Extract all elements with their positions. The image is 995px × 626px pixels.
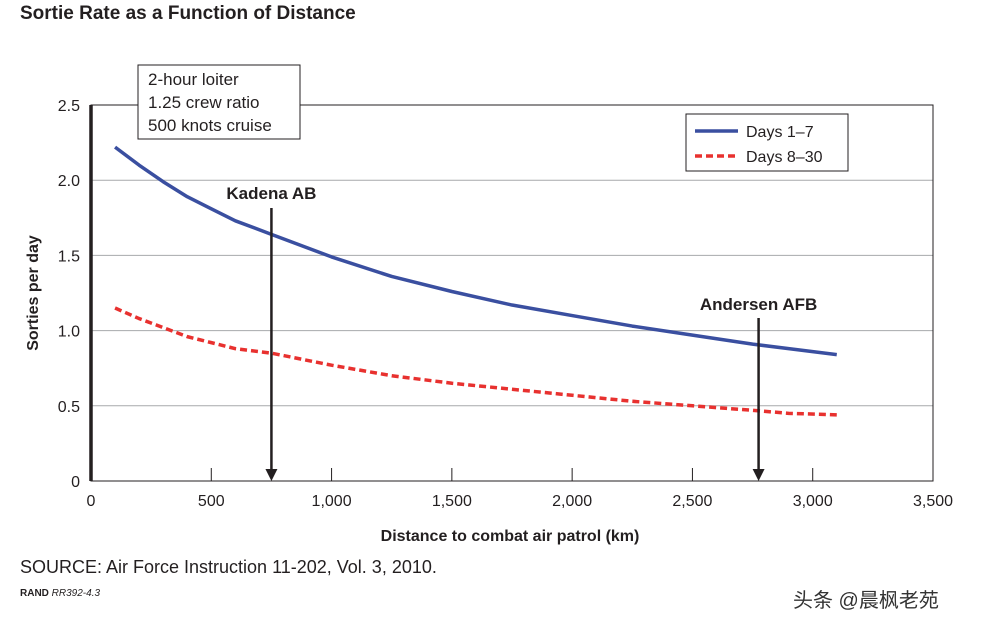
- y-tick-label: 1.5: [58, 248, 80, 265]
- annotation-label: Andersen AFB: [700, 295, 817, 314]
- figure-org: RAND: [20, 588, 49, 599]
- plot-frame: [89, 104, 934, 482]
- x-tick-label: 2,500: [672, 493, 712, 510]
- series-lines: [114, 145, 837, 417]
- x-tick-label: 500: [198, 493, 225, 510]
- info-box-line: 1.25 crew ratio: [148, 93, 260, 112]
- info-box: 2-hour loiter 1.25 crew ratio 500 knots cr…: [137, 64, 301, 140]
- x-tick-label: 3,000: [793, 493, 833, 510]
- series-line-days-8-30: [114, 306, 837, 417]
- source-note: SOURCE: Air Force Instruction 11-202, Vo…: [20, 557, 437, 577]
- annotations: Kadena AB Andersen AFB: [226, 184, 817, 481]
- info-box-frame: [137, 64, 301, 140]
- legend-label: Days 1–7: [746, 124, 814, 141]
- annotation-arrow-head: [265, 469, 278, 481]
- x-tick-label: 1,000: [312, 493, 352, 510]
- y-tick-label: 2.5: [58, 98, 80, 115]
- x-tick-labels: 0 500 1,000 1,500 2,000 2,500 3,000 3,500: [87, 468, 953, 510]
- legend-label: Days 8–30: [746, 149, 823, 166]
- annotation-label: Kadena AB: [226, 184, 316, 203]
- y-tick-label: 1.0: [58, 324, 80, 341]
- y-tick-labels: 0 0.5 1.0 1.5 2.0 2.5: [58, 98, 80, 491]
- sortie-rate-chart: 0 0.5 1.0 1.5 2.0 2.5 0 500 1,000 1,500 2,000 2,50…: [25, 64, 953, 545]
- watermark: 头条 @晨枫老苑: [793, 590, 939, 612]
- x-axis-label: Distance to combat air patrol (km): [381, 528, 640, 545]
- figure-id: RAND RR392-4.3: [20, 588, 100, 599]
- figure-code: RR392-4.3: [51, 588, 101, 599]
- chart-title: Sortie Rate as a Function of Distance: [20, 3, 356, 24]
- legend-frame: [685, 113, 849, 172]
- y-axis-label: Sorties per day: [25, 235, 42, 351]
- info-box-line: 500 knots cruise: [148, 116, 272, 135]
- x-tick-label: 3,500: [913, 493, 953, 510]
- annotation-arrow-head: [752, 469, 765, 481]
- y-tick-label: 0: [71, 474, 80, 491]
- legend: Days 1–7 Days 8–30: [685, 113, 849, 172]
- x-tick-label: 1,500: [432, 493, 472, 510]
- y-tick-label: 2.0: [58, 173, 80, 190]
- series-line-days-1-7: [114, 145, 837, 357]
- info-box-line: 2-hour loiter: [148, 70, 239, 89]
- y-tick-label: 0.5: [58, 399, 80, 416]
- x-tick-label: 2,000: [552, 493, 592, 510]
- x-tick-label: 0: [87, 493, 96, 510]
